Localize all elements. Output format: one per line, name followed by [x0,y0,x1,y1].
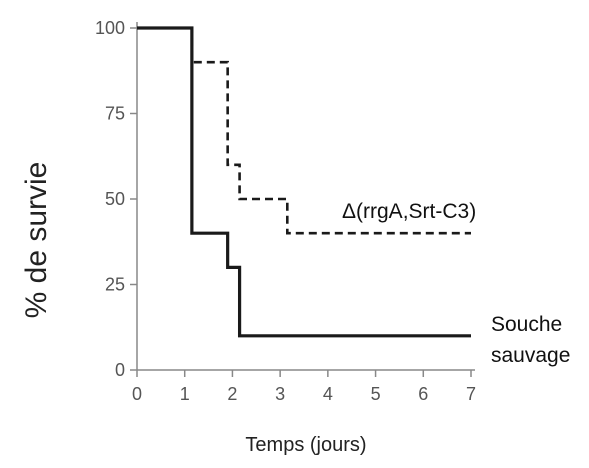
y-tick-label: 25 [105,275,125,295]
series-line-wild-type [137,26,471,338]
y-tick-label: 100 [95,18,125,38]
y-axis-label: % de survie [20,162,53,319]
y-tick-label: 50 [105,189,125,209]
x-tick-label: 3 [275,384,285,404]
x-tick-label: 2 [227,384,237,404]
series-label-mutant: Δ(rrgA,Srt-C3) [342,200,476,223]
y-tick-label: 75 [105,104,125,124]
series-line-mutant [137,26,471,235]
series-label-wild-line1: Souche [491,313,562,336]
x-tick-label: 4 [323,384,333,404]
series-layer [137,26,471,338]
x-tick-label: 0 [132,384,142,404]
x-ticks: 0 1 2 3 4 5 6 7 [132,370,476,404]
x-tick-label: 1 [180,384,190,404]
x-tick-label: 5 [371,384,381,404]
x-tick-label: 7 [466,384,476,404]
y-ticks: 0 25 50 75 100 [95,18,137,380]
series-label-wild-line2: sauvage [491,344,570,367]
axes [136,22,475,371]
y-tick-label: 0 [115,360,125,380]
x-tick-label: 6 [418,384,428,404]
x-axis-label: Temps (jours) [245,434,366,456]
